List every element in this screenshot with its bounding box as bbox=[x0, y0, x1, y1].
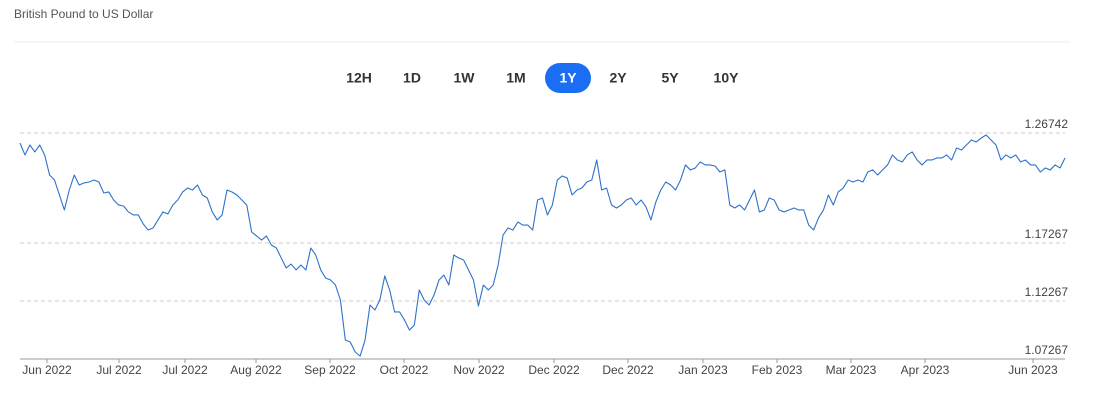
range-button[interactable]: 1M bbox=[506, 70, 525, 86]
range-button-label: 1W bbox=[454, 70, 476, 86]
x-tick-label: Jul 2022 bbox=[96, 363, 142, 377]
x-tick-label: Aug 2022 bbox=[230, 363, 282, 377]
range-buttons: 12H 1D 1W 1M 1Y 2Y 5Y 10Y bbox=[346, 63, 739, 93]
range-button[interactable]: 5Y bbox=[661, 70, 679, 86]
x-tick-label: Jun 2022 bbox=[22, 363, 72, 377]
range-button[interactable]: 1Y bbox=[545, 63, 591, 93]
x-tick-label: Dec 2022 bbox=[602, 363, 654, 377]
price-line bbox=[19, 134, 1066, 357]
range-button-label: 12H bbox=[346, 70, 372, 86]
range-button-label: 5Y bbox=[661, 70, 679, 86]
x-tick-label: Sep 2022 bbox=[304, 363, 356, 377]
widget-title: British Pound to US Dollar bbox=[14, 7, 153, 21]
x-tick-label: Jun 2023 bbox=[1008, 363, 1058, 377]
y-tick-label: 1.17267 bbox=[1025, 227, 1069, 241]
range-button-bg bbox=[545, 63, 591, 93]
range-button[interactable]: 2Y bbox=[609, 70, 627, 86]
range-button[interactable]: 1D bbox=[403, 70, 421, 86]
x-tick-label: Jul 2022 bbox=[162, 363, 208, 377]
range-button[interactable]: 12H bbox=[346, 70, 372, 86]
x-tick-label: Apr 2023 bbox=[901, 363, 950, 377]
x-tick-label: Feb 2023 bbox=[752, 363, 803, 377]
x-tick-label: Oct 2022 bbox=[380, 363, 429, 377]
range-button-label: 1M bbox=[506, 70, 525, 86]
x-tick-label: Dec 2022 bbox=[528, 363, 580, 377]
y-tick-label: 1.12267 bbox=[1025, 285, 1069, 299]
range-button-label: 1D bbox=[403, 70, 421, 86]
x-tick-label: Nov 2022 bbox=[453, 363, 505, 377]
range-button-label: 2Y bbox=[609, 70, 627, 86]
range-button[interactable]: 10Y bbox=[714, 70, 740, 86]
range-button-label: 10Y bbox=[714, 70, 740, 86]
x-tick-label: Jan 2023 bbox=[678, 363, 728, 377]
range-button-label: 1Y bbox=[559, 70, 577, 86]
chart: 1.07267 1.12267 1.17267 1.26742 Jun 2022 Jul … bbox=[19, 117, 1069, 377]
y-tick-label: 1.26742 bbox=[1025, 117, 1069, 131]
range-button[interactable]: 1W bbox=[454, 70, 476, 86]
x-tick-label: Mar 2023 bbox=[826, 363, 877, 377]
y-tick-label: 1.07267 bbox=[1025, 343, 1069, 357]
